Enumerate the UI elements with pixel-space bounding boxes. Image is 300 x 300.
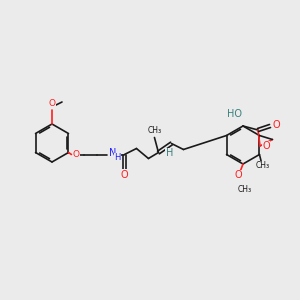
Text: O: O <box>121 169 128 179</box>
Text: CH₃: CH₃ <box>147 126 161 135</box>
Text: O: O <box>272 120 280 130</box>
Text: N: N <box>109 148 116 158</box>
Text: H: H <box>114 153 121 162</box>
Text: O: O <box>234 170 242 180</box>
Text: CH₃: CH₃ <box>255 161 269 170</box>
Text: O: O <box>49 100 56 109</box>
Text: CH₃: CH₃ <box>238 184 252 194</box>
Text: O: O <box>262 141 270 151</box>
Text: HO: HO <box>227 109 242 119</box>
Text: H: H <box>166 148 173 158</box>
Text: O: O <box>73 150 80 159</box>
